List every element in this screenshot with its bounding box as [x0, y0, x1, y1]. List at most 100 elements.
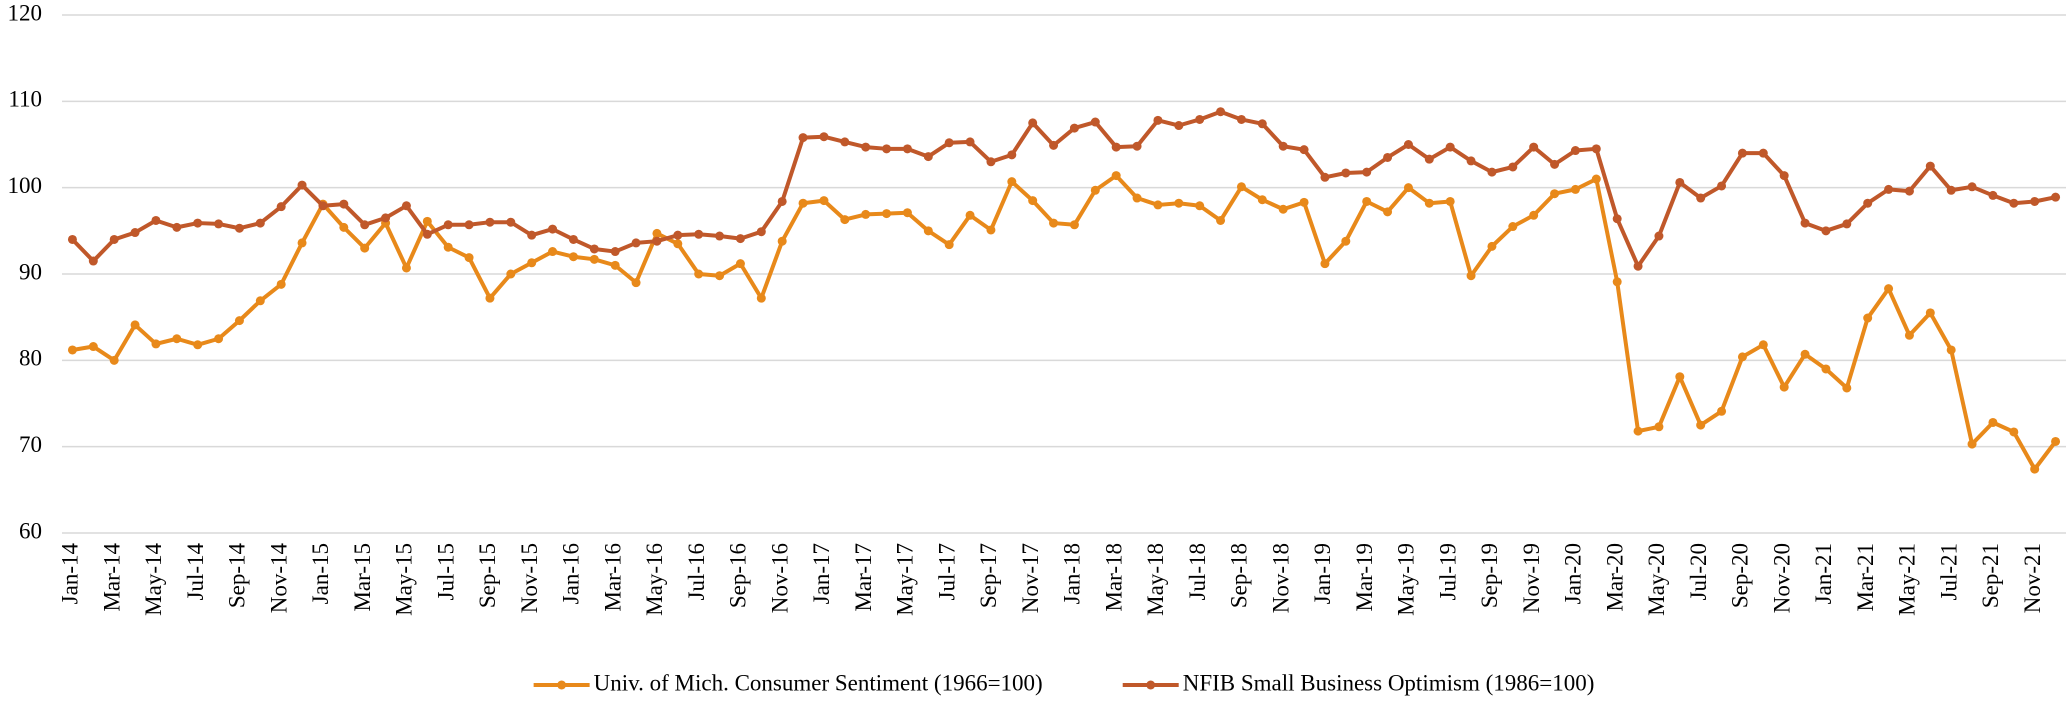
- data-point: [214, 219, 224, 229]
- data-point: [1216, 107, 1226, 117]
- data-point: [798, 133, 808, 143]
- data-point: [1529, 210, 1539, 220]
- data-point: [1800, 218, 1810, 228]
- data-point: [1737, 148, 1747, 158]
- data-point: [255, 218, 265, 228]
- data-point: [1049, 140, 1059, 150]
- data-point: [360, 220, 370, 230]
- y-tick-label: 110: [8, 87, 42, 112]
- data-point: [1424, 154, 1434, 164]
- data-point: [1445, 196, 1455, 206]
- data-point: [631, 278, 641, 288]
- data-point: [2030, 464, 2040, 474]
- data-point: [1612, 214, 1622, 224]
- data-point: [1633, 426, 1643, 436]
- data-point: [151, 339, 161, 349]
- data-point: [1132, 141, 1142, 151]
- data-point: [965, 210, 975, 220]
- data-point: [819, 196, 829, 206]
- x-tick-label: Mar-18: [1101, 543, 1126, 612]
- data-point: [1967, 182, 1977, 192]
- y-tick-label: 70: [19, 432, 42, 457]
- data-point: [1153, 200, 1163, 210]
- data-point: [1925, 161, 1935, 171]
- data-point: [986, 157, 996, 167]
- x-tick-label: Jul-17: [934, 543, 959, 601]
- data-point: [589, 244, 599, 254]
- data-point: [1654, 231, 1664, 241]
- data-point: [318, 201, 328, 211]
- data-point: [1570, 146, 1580, 156]
- data-point: [1195, 114, 1205, 124]
- data-point: [1278, 141, 1288, 151]
- data-point: [902, 144, 912, 154]
- legend-label: NFIB Small Business Optimism (1986=100): [1183, 670, 1595, 695]
- data-point: [610, 247, 620, 257]
- data-point: [1800, 349, 1810, 359]
- data-point: [1216, 215, 1226, 225]
- x-tick-label: Mar-21: [1853, 543, 1878, 612]
- x-tick-label: Jul-15: [433, 543, 458, 601]
- x-tick-label: Jan-19: [1310, 543, 1335, 604]
- x-tick-label: Nov-17: [1018, 543, 1043, 613]
- data-point: [1362, 167, 1372, 177]
- data-point: [506, 269, 516, 279]
- series-line: [72, 173, 2058, 472]
- data-point: [1487, 167, 1497, 177]
- data-point: [1508, 222, 1518, 232]
- data-point: [88, 342, 98, 352]
- data-point: [1132, 193, 1142, 203]
- legend-item: Univ. of Mich. Consumer Sentiment (1966=…: [533, 670, 1043, 695]
- data-point: [673, 239, 683, 249]
- data-point: [1904, 186, 1914, 196]
- data-point: [1717, 406, 1727, 416]
- data-point: [401, 201, 411, 211]
- data-point: [2051, 192, 2061, 202]
- data-point: [1529, 142, 1539, 152]
- data-point: [1383, 152, 1393, 162]
- data-point: [923, 152, 933, 162]
- data-point: [1466, 156, 1476, 166]
- y-tick-label: 120: [8, 0, 43, 25]
- data-point: [1007, 177, 1017, 187]
- data-point: [443, 242, 453, 252]
- x-tick-label: Nov-18: [1268, 543, 1293, 613]
- x-tick-label: May-16: [642, 543, 667, 616]
- x-tick-label: Jul-21: [1936, 543, 1961, 601]
- data-point: [276, 202, 286, 212]
- data-point: [1842, 383, 1852, 393]
- data-point: [1236, 114, 1246, 124]
- data-point: [777, 236, 787, 246]
- data-point: [401, 263, 411, 273]
- data-point: [1424, 198, 1434, 208]
- data-point: [735, 259, 745, 269]
- data-point: [1967, 439, 1977, 449]
- data-point: [1403, 183, 1413, 193]
- data-point: [234, 316, 244, 326]
- data-point: [1946, 345, 1956, 355]
- data-point: [193, 218, 203, 228]
- data-point: [1654, 422, 1664, 432]
- legend-item: NFIB Small Business Optimism (1986=100): [1122, 670, 1595, 695]
- x-tick-label: Nov-15: [517, 543, 542, 613]
- y-tick-label: 90: [19, 259, 42, 284]
- x-tick-label: Sep-19: [1477, 543, 1502, 608]
- data-point: [214, 334, 224, 344]
- data-point: [819, 132, 829, 142]
- data-point: [1946, 185, 1956, 195]
- data-point: [276, 279, 286, 289]
- x-tick-label: May-18: [1143, 543, 1168, 616]
- data-point: [381, 213, 391, 223]
- data-point: [193, 340, 203, 350]
- data-point: [506, 217, 516, 227]
- x-tick-label: Nov-14: [266, 543, 291, 614]
- data-point: [2009, 427, 2019, 437]
- data-point: [1612, 277, 1622, 287]
- x-tick-label: May-20: [1644, 543, 1669, 616]
- data-point: [1675, 372, 1685, 382]
- data-point: [777, 196, 787, 206]
- x-tick-label: Mar-17: [851, 543, 876, 612]
- data-point: [735, 234, 745, 244]
- x-tick-label: Jul-19: [1435, 543, 1460, 601]
- data-point: [464, 220, 474, 230]
